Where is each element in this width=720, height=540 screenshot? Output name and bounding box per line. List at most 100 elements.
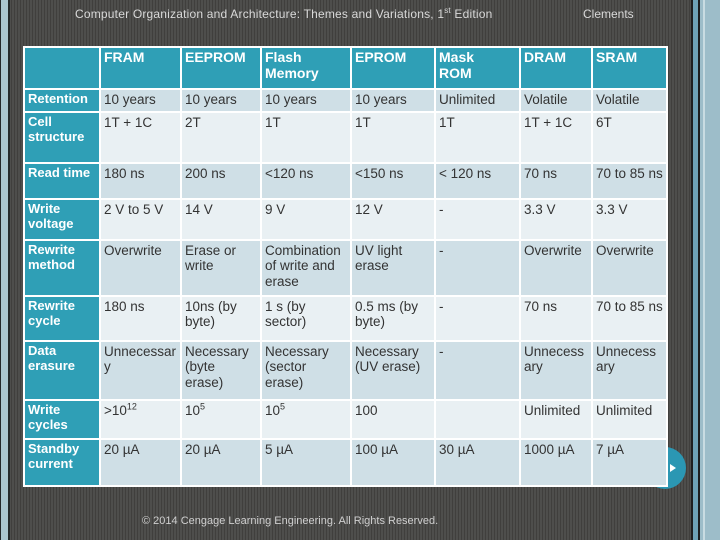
forward-arrow-icon <box>670 464 676 472</box>
table-row: Read time 180 ns 200 ns <120 ns <150 ns < 120… <box>25 164 666 198</box>
column-header-sram: SRAM <box>593 48 666 88</box>
table-cell: Necessary (UV erase) <box>352 342 434 399</box>
copyright-footer: © 2014 Cengage Learning Engineering. All… <box>142 515 439 527</box>
row-label: Data erasure <box>25 342 99 399</box>
table-cell: 10ns (by byte) <box>182 297 260 340</box>
table-cell: 70 ns <box>521 297 591 340</box>
table-cell: Unnecessary <box>521 342 591 399</box>
table-cell: Volatile <box>593 90 666 111</box>
table-cell: 1T <box>262 113 350 162</box>
row-label: Standby current <box>25 440 99 485</box>
table-cell: >1012 <box>101 401 180 438</box>
slide-title-superscript: st <box>444 6 451 15</box>
table-cell: Unnecessary <box>593 342 666 399</box>
table-row: Rewrite method Overwrite Erase or write Com… <box>25 241 666 295</box>
table-row: Rewrite cycle 180 ns 10ns (by byte) 1 s (by… <box>25 297 666 340</box>
table-cell: Unnecessary <box>101 342 180 399</box>
row-label: Read time <box>25 164 99 198</box>
table-cell: 6T <box>593 113 666 162</box>
table-cell: 12 V <box>352 200 434 239</box>
table-row: Standby current 20 µA 20 µA 5 µA 100 µA 30 µA… <box>25 440 666 485</box>
column-header-dram: DRAM <box>521 48 591 88</box>
table-cell: Overwrite <box>101 241 180 295</box>
slide-title: Computer Organization and Architecture: … <box>75 6 493 22</box>
slide-title-text: Computer Organization and Architecture: … <box>75 7 445 21</box>
table-cell: 2 V to 5 V <box>101 200 180 239</box>
table-cell: 180 ns <box>101 164 180 198</box>
table-cell: Unlimited <box>521 401 591 438</box>
table-cell: 20 µA <box>101 440 180 485</box>
column-header-fram: FRAM <box>101 48 180 88</box>
table-cell: Volatile <box>521 90 591 111</box>
table-row: Cell structure 1T + 1C 2T 1T 1T 1T 1T + 1C 6T <box>25 113 666 162</box>
table-row: Retention 10 years 10 years 10 years 10 year… <box>25 90 666 111</box>
column-header-eprom: EPROM <box>352 48 434 88</box>
table-cell: 5 µA <box>262 440 350 485</box>
column-header-flash-memory: Flash Memory <box>262 48 350 88</box>
corner-header-cell <box>25 48 99 88</box>
slide-author: Clements <box>583 7 634 21</box>
row-label: Write cycles <box>25 401 99 438</box>
table-cell: 70 to 85 ns <box>593 297 666 340</box>
table-cell: Overwrite <box>521 241 591 295</box>
table-cell: 30 µA <box>436 440 519 485</box>
table-cell: 0.5 ms (by byte) <box>352 297 434 340</box>
table-cell: 20 µA <box>182 440 260 485</box>
column-header-eeprom: EEPROM <box>182 48 260 88</box>
table-cell: 70 ns <box>521 164 591 198</box>
table-cell: 10 years <box>182 90 260 111</box>
table-cell: Unlimited <box>593 401 666 438</box>
table-cell: 70 to 85 ns <box>593 164 666 198</box>
table-cell: 2T <box>182 113 260 162</box>
table-cell: - <box>436 342 519 399</box>
table-cell: < 120 ns <box>436 164 519 198</box>
table-cell: 1000 µA <box>521 440 591 485</box>
row-label: Cell structure <box>25 113 99 162</box>
table-cell: - <box>436 297 519 340</box>
table-cell: <150 ns <box>352 164 434 198</box>
table-cell: 100 µA <box>352 440 434 485</box>
table-cell <box>436 401 519 438</box>
table-cell: Combination of write and erase <box>262 241 350 295</box>
table-header-row: FRAM EEPROM Flash Memory EPROM Mask ROM DRAM S… <box>25 48 666 88</box>
table-cell: 1 s (by sector) <box>262 297 350 340</box>
slide-frame-right <box>691 0 720 540</box>
table-cell: 10 years <box>262 90 350 111</box>
column-header-mask-rom: Mask ROM <box>436 48 519 88</box>
slide-title-edition: Edition <box>450 7 493 21</box>
row-label: Rewrite cycle <box>25 297 99 340</box>
table-cell: Erase or write <box>182 241 260 295</box>
table-cell: 3.3 V <box>593 200 666 239</box>
table-cell: 200 ns <box>182 164 260 198</box>
table-row: Write cycles >1012 105 105 100 Unlimited Unlim… <box>25 401 666 438</box>
table-cell: 7 µA <box>593 440 666 485</box>
table-cell: 10 years <box>101 90 180 111</box>
table-cell: Unlimited <box>436 90 519 111</box>
table-cell: - <box>436 200 519 239</box>
row-label: Rewrite method <box>25 241 99 295</box>
table-cell: Overwrite <box>593 241 666 295</box>
table-cell: 9 V <box>262 200 350 239</box>
table-body: Retention 10 years 10 years 10 years 10 year… <box>25 90 666 485</box>
table-row: Data erasure Unnecessary Necessary (byte e… <box>25 342 666 399</box>
slide-frame-left <box>0 0 10 540</box>
table-cell: 1T + 1C <box>101 113 180 162</box>
table-cell: 1T <box>436 113 519 162</box>
table-cell: Necessary (byte erase) <box>182 342 260 399</box>
table-cell: - <box>436 241 519 295</box>
table-cell: 14 V <box>182 200 260 239</box>
table-cell: 1T + 1C <box>521 113 591 162</box>
table-cell: 105 <box>182 401 260 438</box>
table-cell: <120 ns <box>262 164 350 198</box>
memory-comparison-table: FRAM EEPROM Flash Memory EPROM Mask ROM DRAM S… <box>23 46 668 487</box>
table-cell: 180 ns <box>101 297 180 340</box>
table-cell: 105 <box>262 401 350 438</box>
table-cell: 3.3 V <box>521 200 591 239</box>
table-cell: UV light erase <box>352 241 434 295</box>
table-cell: 100 <box>352 401 434 438</box>
row-label: Write voltage <box>25 200 99 239</box>
table-cell: 10 years <box>352 90 434 111</box>
table-cell: 1T <box>352 113 434 162</box>
